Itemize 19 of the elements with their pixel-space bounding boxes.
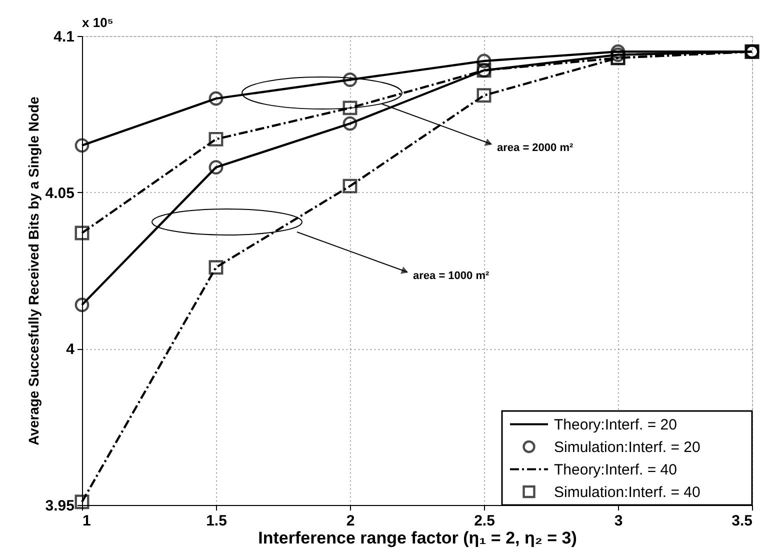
x-tick-label: 3 — [614, 512, 623, 530]
legend-label: Simulation:Interf. = 40 — [554, 484, 700, 501]
y-tick-label: 4.05 — [45, 184, 74, 202]
legend-label: Theory:Interf. = 40 — [554, 461, 677, 478]
y-tick-label: 4 — [66, 341, 76, 358]
y-tick-label: 4.1 — [54, 28, 74, 46]
y-tick-label: 3.95 — [45, 498, 74, 514]
text: x 10⁵ — [82, 15, 114, 30]
x-tick-label: 3.5 — [732, 512, 752, 530]
legend-label: Theory:Interf. = 20 — [554, 416, 677, 434]
annotation: area = 2000 m² — [497, 142, 574, 154]
y-axis-title: Average Succesfully Received Bits by a Single Node — [25, 96, 42, 446]
legend-label: Simulation:Interf. = 20 — [554, 438, 700, 456]
annotation: area = 1000 m² — [413, 270, 490, 282]
x-axis-title: Interference range factor (η₁ = 2, η₂ = 3) — [258, 528, 577, 548]
x-tick-label: 2 — [346, 512, 355, 530]
x-tick-label: 1 — [82, 512, 91, 530]
x-tick-label: 2.5 — [474, 512, 495, 530]
x-tick-label: 1.5 — [206, 512, 227, 530]
